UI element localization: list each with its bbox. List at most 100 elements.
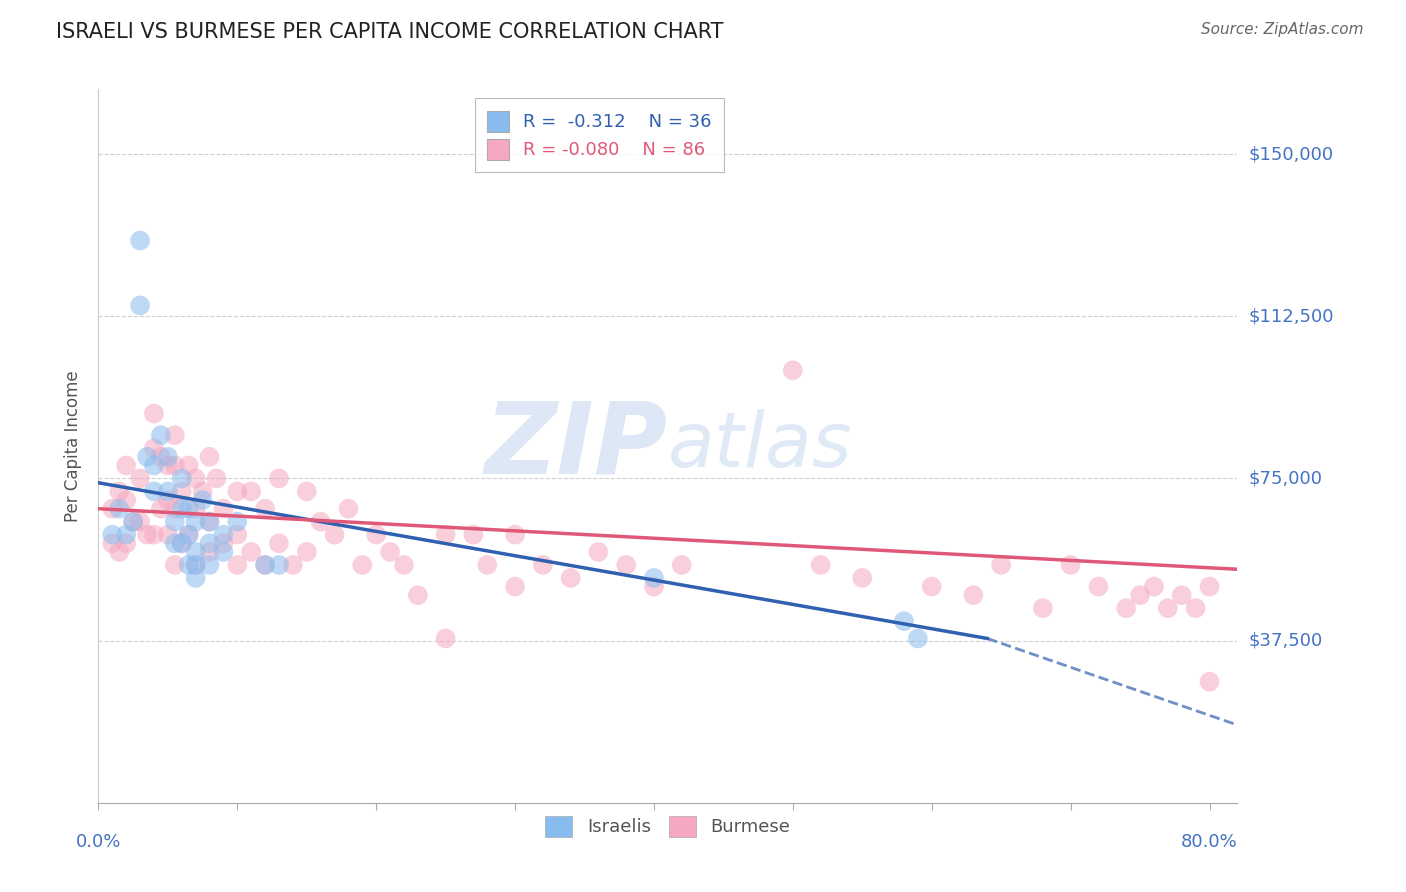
Text: ZIP: ZIP [485, 398, 668, 494]
Point [226, 558, 249, 572]
Point [212, 501, 235, 516]
Point [226, 484, 249, 499]
Point [129, 298, 152, 312]
Point [392, 558, 415, 572]
Point [143, 441, 166, 455]
Point [295, 545, 318, 559]
Point [177, 458, 200, 473]
Point [108, 484, 131, 499]
Text: $150,000: $150,000 [1249, 145, 1333, 163]
Point [143, 458, 166, 473]
Point [240, 484, 263, 499]
Point [323, 527, 346, 541]
Point [1198, 580, 1220, 594]
Point [406, 588, 429, 602]
Point [129, 234, 152, 248]
Point [115, 493, 138, 508]
Point [810, 558, 832, 572]
Point [1059, 558, 1081, 572]
Point [1170, 588, 1192, 602]
Text: ISRAELI VS BURMESE PER CAPITA INCOME CORRELATION CHART: ISRAELI VS BURMESE PER CAPITA INCOME COR… [56, 22, 724, 42]
Point [962, 588, 984, 602]
Point [267, 536, 290, 550]
Point [254, 558, 277, 572]
Legend: Israelis, Burmese: Israelis, Burmese [538, 808, 797, 844]
Point [560, 571, 582, 585]
Text: 80.0%: 80.0% [1181, 833, 1237, 851]
Point [782, 363, 804, 377]
Point [149, 428, 172, 442]
Point [378, 545, 401, 559]
Point [212, 545, 235, 559]
Point [907, 632, 929, 646]
Point [191, 493, 214, 508]
Point [267, 471, 290, 485]
Point [1129, 588, 1152, 602]
Point [184, 558, 207, 572]
Point [851, 571, 873, 585]
Point [170, 501, 193, 516]
Point [108, 501, 131, 516]
Point [1198, 674, 1220, 689]
Point [101, 501, 124, 516]
Point [1157, 601, 1180, 615]
Point [122, 515, 145, 529]
Point [352, 558, 374, 572]
Text: 0.0%: 0.0% [76, 833, 121, 851]
Point [170, 484, 193, 499]
Point [191, 484, 214, 499]
Point [149, 501, 172, 516]
Text: atlas: atlas [668, 409, 852, 483]
Point [643, 571, 665, 585]
Point [463, 527, 485, 541]
Point [434, 527, 457, 541]
Point [184, 515, 207, 529]
Text: Source: ZipAtlas.com: Source: ZipAtlas.com [1201, 22, 1364, 37]
Point [177, 501, 200, 516]
Point [170, 471, 193, 485]
Point [295, 484, 318, 499]
Point [122, 515, 145, 529]
Point [198, 515, 221, 529]
Point [921, 580, 943, 594]
Point [337, 501, 360, 516]
Point [990, 558, 1012, 572]
Point [198, 536, 221, 550]
Point [184, 571, 207, 585]
Point [170, 536, 193, 550]
Point [170, 536, 193, 550]
Point [163, 515, 186, 529]
Point [156, 527, 179, 541]
Text: $112,500: $112,500 [1249, 307, 1334, 326]
Point [198, 515, 221, 529]
Point [671, 558, 693, 572]
Point [177, 527, 200, 541]
Point [1184, 601, 1206, 615]
Point [366, 527, 388, 541]
Point [281, 558, 304, 572]
Point [163, 501, 186, 516]
Point [254, 558, 277, 572]
Point [893, 614, 915, 628]
Point [434, 632, 457, 646]
Point [1032, 601, 1054, 615]
Text: $75,000: $75,000 [1249, 469, 1323, 487]
Point [226, 527, 249, 541]
Y-axis label: Per Capita Income: Per Capita Income [65, 370, 83, 522]
Point [503, 580, 526, 594]
Point [156, 484, 179, 499]
Point [156, 450, 179, 464]
Point [143, 527, 166, 541]
Point [101, 527, 124, 541]
Point [115, 458, 138, 473]
Point [156, 493, 179, 508]
Point [115, 527, 138, 541]
Point [477, 558, 499, 572]
Point [143, 407, 166, 421]
Point [163, 458, 186, 473]
Point [136, 450, 159, 464]
Point [177, 527, 200, 541]
Point [267, 558, 290, 572]
Point [129, 515, 152, 529]
Point [309, 515, 332, 529]
